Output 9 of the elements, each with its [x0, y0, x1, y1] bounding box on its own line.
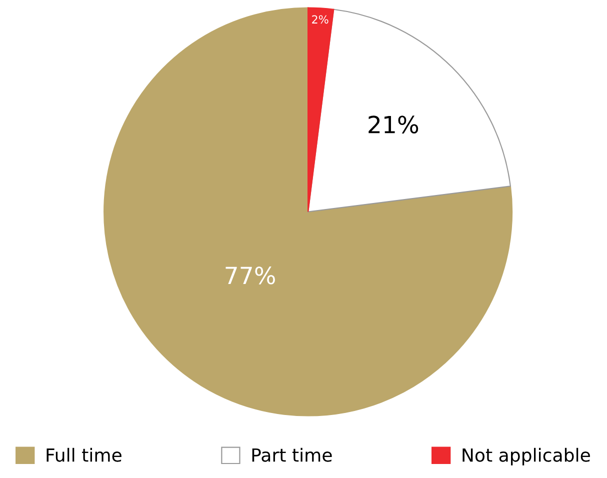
- data-label: 21%: [368, 116, 418, 134]
- legend-label: Part time: [252, 448, 332, 462]
- pie-slice: [307, 7, 334, 212]
- data-label: 77%: [226, 266, 275, 284]
- pie-slice: [104, 7, 513, 416]
- legend-label: Full time: [46, 448, 122, 462]
- data-label: 2%: [312, 15, 328, 24]
- pie-slice: [307, 8, 511, 212]
- legend-label: Not applicable: [462, 448, 590, 466]
